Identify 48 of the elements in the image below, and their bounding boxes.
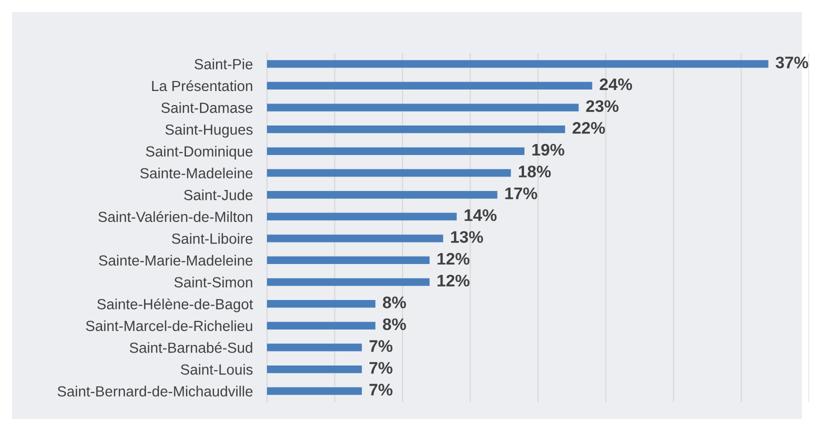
y-tick-label: Saint-Bernard-de-Michaudville — [58, 386, 252, 397]
bar — [267, 300, 376, 308]
data-label: 24% — [600, 78, 632, 90]
bar — [267, 387, 362, 395]
data-label: 7% — [370, 384, 392, 396]
bar — [267, 322, 376, 330]
data-label: 12% — [438, 252, 470, 265]
y-tick-label: Saint-Barnabé-Sud — [130, 342, 252, 353]
y-tick-label: Sainte-Hélène-de-Bagot — [97, 298, 254, 312]
data-label: 18% — [518, 166, 551, 178]
bar — [267, 365, 362, 374]
data-label: 8% — [382, 296, 406, 308]
bar — [267, 126, 566, 134]
y-tick-label: Sainte-Marie-Madeleine — [98, 254, 252, 266]
data-label: 7% — [370, 340, 392, 352]
bar — [267, 60, 768, 68]
y-tick-label: Saint-Simon — [174, 276, 252, 288]
bar — [267, 212, 457, 220]
bar — [267, 169, 511, 177]
bar — [267, 82, 592, 90]
y-tick-label: Saint-Dominique — [146, 146, 252, 160]
bar — [267, 256, 430, 264]
bar — [267, 104, 579, 112]
y-tick-label: Saint-Jude — [184, 189, 252, 200]
y-tick-label: Saint-Louis — [180, 364, 253, 375]
data-label: 19% — [532, 144, 564, 156]
y-tick-label: La Présentation — [152, 80, 252, 92]
bar — [267, 190, 498, 199]
data-label: 22% — [572, 122, 605, 134]
y-tick-label: Saint-Damase — [161, 102, 252, 113]
data-label: 37% — [776, 56, 808, 68]
y-tick-label: Sainte-Madeleine — [140, 168, 252, 178]
bar — [267, 234, 444, 242]
data-label: 13% — [451, 231, 484, 243]
bar — [267, 147, 524, 155]
y-tick-label: Saint-Marcel-de-Richelieu — [86, 320, 252, 332]
data-label: 12% — [438, 274, 470, 286]
data-label: 17% — [505, 187, 538, 200]
data-label: 8% — [382, 318, 406, 330]
bar — [267, 278, 430, 286]
y-tick-label: Saint-Pie — [194, 58, 252, 70]
y-tick-label: Saint-Valérien-de-Milton — [98, 211, 252, 222]
y-tick-label: Saint-Hugues — [165, 124, 253, 138]
bar — [267, 344, 362, 352]
data-label: 14% — [464, 209, 497, 222]
data-label: 7% — [370, 362, 392, 374]
y-tick-label: Saint-Liboire — [172, 233, 252, 244]
data-label: 23% — [586, 100, 619, 112]
